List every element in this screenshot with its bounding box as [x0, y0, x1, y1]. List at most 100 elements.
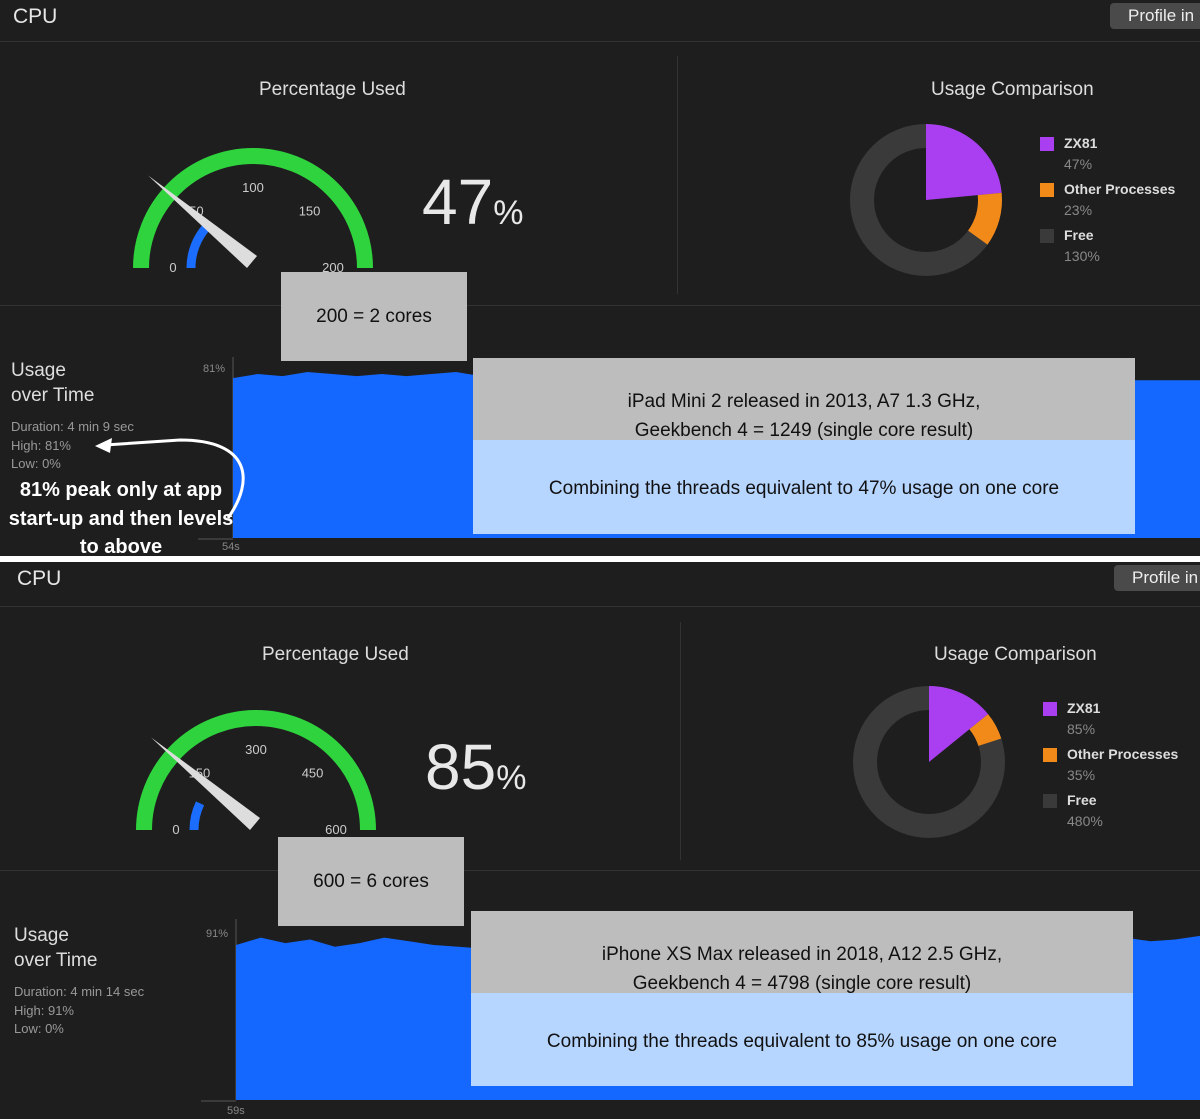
legend-value: 130% — [1064, 248, 1100, 264]
low: Low: 0% — [11, 456, 61, 471]
gauge-tick-label: 150 — [299, 203, 321, 218]
swatch — [1043, 702, 1057, 716]
panel-title: CPU — [13, 5, 58, 28]
duration: Duration: 4 min 14 sec — [14, 984, 145, 999]
donut-other-slice — [968, 192, 1002, 245]
info-header — [473, 358, 1135, 440]
gauge-tick-label: 0 — [169, 260, 176, 275]
donut-legend: ZX81 85% Other Processes 35% Free 480% — [1043, 700, 1178, 838]
info-header — [471, 911, 1133, 993]
usage-title-line: Usage — [14, 925, 69, 946]
usage-comparison-title: Usage Comparison — [931, 79, 1094, 100]
gauge-value-arc — [189, 801, 205, 831]
swatch — [1040, 183, 1054, 197]
usage-donut — [853, 686, 1005, 838]
percentage-used-title: Percentage Used — [262, 644, 409, 665]
percentage-used-title: Percentage Used — [259, 79, 406, 100]
legend-other: Other Processes 35% — [1043, 746, 1178, 792]
gauge-tick-label: 100 — [242, 180, 264, 195]
gauge-tick-label: 200 — [322, 260, 344, 275]
percent-unit: % — [496, 759, 527, 797]
gauge-tick-label: 0 — [172, 822, 179, 837]
donut-zx81-slice — [929, 686, 989, 762]
divider — [677, 56, 678, 294]
swatch — [1040, 137, 1054, 151]
swatch — [1043, 748, 1057, 762]
usage-title-line: Usage — [11, 360, 66, 381]
high: High: 81% — [11, 437, 71, 453]
profile-button[interactable]: Profile in — [1114, 565, 1200, 591]
percent-value: 47 — [422, 166, 494, 238]
gauge-arc — [136, 710, 376, 831]
legend-zx81: ZX81 47% — [1040, 135, 1175, 181]
info-line: Combining the threads equivalent to 85% … — [546, 1031, 1058, 1052]
panel-title: CPU — [17, 567, 62, 590]
peak-note: 81% peak only at app start-up and then l… — [8, 479, 234, 556]
y-max-label: 91% — [206, 928, 229, 940]
donut-zx81-slice — [926, 124, 1002, 200]
gauge-tick-label: 300 — [245, 742, 267, 757]
divider — [0, 41, 1200, 42]
usage-title-line: over Time — [14, 950, 98, 971]
usage-title-line: over Time — [11, 385, 95, 406]
swatch — [1040, 229, 1054, 243]
y-max-label: 81% — [203, 363, 226, 375]
usage-over-time-title: Usage over Time — [14, 923, 97, 973]
legend-value: 47% — [1064, 156, 1093, 172]
legend-name: Free — [1064, 227, 1094, 243]
divider — [0, 305, 1200, 306]
duration: Duration: 4 min 9 sec — [11, 419, 134, 434]
legend-name: Other Processes — [1064, 181, 1176, 197]
gauge-tick-label: 450 — [302, 765, 324, 780]
legend-value: 85% — [1067, 721, 1096, 737]
legend-value: 480% — [1067, 813, 1103, 829]
high: High: 91% — [14, 1002, 74, 1018]
legend-zx81: ZX81 85% — [1043, 700, 1178, 746]
usage-donut — [850, 124, 1002, 276]
cpu-panel-ipad: CPU Profile in Percentage Used 0 50 100 150… — [0, 0, 1200, 556]
percent-readout: 85% — [425, 730, 526, 804]
swatch — [1043, 794, 1057, 808]
gauge-arc — [133, 148, 373, 269]
divider — [680, 622, 681, 860]
x-label: 54s — [222, 541, 240, 553]
x-label: 59s — [227, 1105, 245, 1117]
usage-stats: Duration: 4 min 9 sec High: 81% Low: 0% — [11, 418, 134, 474]
info-line: iPad Mini 2 released in 2013, A7 1.3 GHz… — [627, 391, 981, 412]
legend-free: Free 480% — [1043, 792, 1178, 838]
legend-name: ZX81 — [1067, 700, 1101, 716]
device-info-annotation: iPad Mini 2 released in 2013, A7 1.3 GHz… — [473, 358, 1135, 534]
gauge-tick-label: 600 — [325, 822, 347, 837]
legend-name: Free — [1067, 792, 1097, 808]
usage-over-time-title: Usage over Time — [11, 358, 94, 408]
divider — [0, 606, 1200, 607]
gauge-value-arc — [186, 223, 211, 269]
usage-comparison-title: Usage Comparison — [934, 644, 1097, 665]
legend-name: Other Processes — [1067, 746, 1179, 762]
legend-value: 23% — [1064, 202, 1093, 218]
arrow-annotation — [95, 438, 245, 519]
info-line: Geekbench 4 = 1249 (single core result) — [634, 420, 974, 441]
info-line: Geekbench 4 = 4798 (single core result) — [632, 973, 972, 994]
gauge-needle — [150, 737, 260, 830]
cores-annotation: 200 = 2 cores — [281, 272, 467, 361]
legend-other: Other Processes 23% — [1040, 181, 1175, 227]
percent-unit: % — [493, 194, 524, 232]
donut-legend: ZX81 47% Other Processes 23% Free 130% — [1040, 135, 1175, 273]
usage-stats: Duration: 4 min 14 sec High: 91% Low: 0% — [14, 983, 144, 1039]
legend-free: Free 130% — [1040, 227, 1175, 273]
donut-other-slice — [969, 714, 1002, 746]
cores-annotation: 600 = 6 cores — [278, 837, 464, 926]
percent-readout: 47% — [422, 165, 523, 239]
device-info-annotation: iPhone XS Max released in 2018, A12 2.5 … — [471, 911, 1133, 1086]
divider — [0, 870, 1200, 871]
percent-value: 85 — [425, 731, 497, 803]
info-line: Combining the threads equivalent to 47% … — [548, 478, 1060, 499]
info-line: iPhone XS Max released in 2018, A12 2.5 … — [601, 944, 1003, 965]
gauge-needle — [147, 175, 257, 268]
legend-value: 35% — [1067, 767, 1096, 783]
profile-button[interactable]: Profile in — [1110, 3, 1200, 29]
low: Low: 0% — [14, 1021, 64, 1036]
